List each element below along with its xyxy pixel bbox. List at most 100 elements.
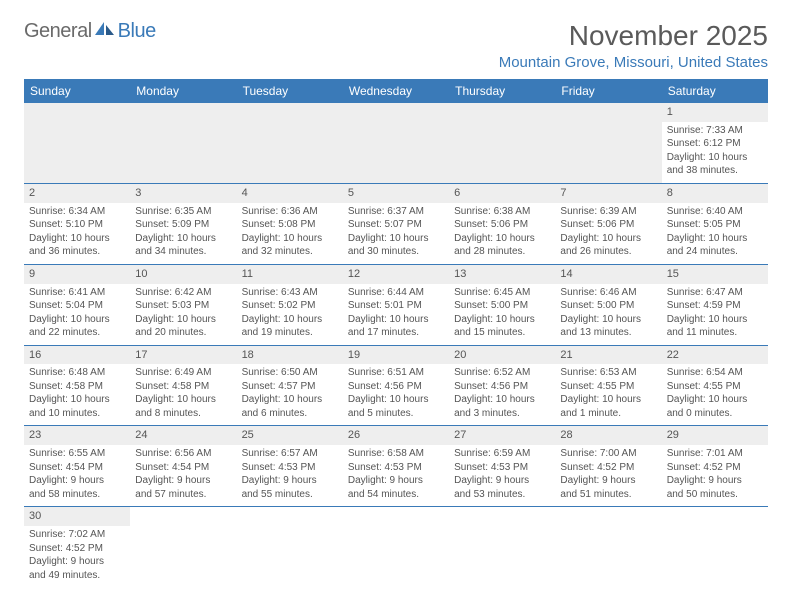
sunrise-line: Sunrise: 6:43 AM (242, 286, 338, 300)
day-cell: 21Sunrise: 6:53 AMSunset: 4:55 PMDayligh… (555, 345, 661, 426)
daylight-line-1: Daylight: 9 hours (29, 555, 125, 569)
day-number: 2 (24, 184, 130, 203)
day-cell: 7Sunrise: 6:39 AMSunset: 5:06 PMDaylight… (555, 183, 661, 264)
day-cell: 11Sunrise: 6:43 AMSunset: 5:02 PMDayligh… (237, 264, 343, 345)
sunrise-line: Sunrise: 6:51 AM (348, 366, 444, 380)
sunrise-line: Sunrise: 6:38 AM (454, 205, 550, 219)
day-number: 18 (237, 346, 343, 365)
day-number: 1 (662, 103, 768, 122)
daylight-line-2: and 58 minutes. (29, 488, 125, 502)
day-number: 6 (449, 184, 555, 203)
sunrise-line: Sunrise: 6:35 AM (135, 205, 231, 219)
daylight-line-2: and 6 minutes. (242, 407, 338, 421)
day-cell: 29Sunrise: 7:01 AMSunset: 4:52 PMDayligh… (662, 426, 768, 507)
day-header-row: SundayMondayTuesdayWednesdayThursdayFrid… (24, 79, 768, 103)
day-cell: 15Sunrise: 6:47 AMSunset: 4:59 PMDayligh… (662, 264, 768, 345)
day-number: 23 (24, 426, 130, 445)
day-number: 7 (555, 184, 661, 203)
sunrise-line: Sunrise: 6:58 AM (348, 447, 444, 461)
day-number: 25 (237, 426, 343, 445)
daylight-line-1: Daylight: 10 hours (454, 232, 550, 246)
day-header: Wednesday (343, 79, 449, 103)
daylight-line-1: Daylight: 10 hours (348, 232, 444, 246)
sunrise-line: Sunrise: 6:42 AM (135, 286, 231, 300)
day-cell: 23Sunrise: 6:55 AMSunset: 4:54 PMDayligh… (24, 426, 130, 507)
day-cell (449, 507, 555, 587)
sunrise-line: Sunrise: 6:49 AM (135, 366, 231, 380)
day-number: 12 (343, 265, 449, 284)
sunset-line: Sunset: 5:06 PM (454, 218, 550, 232)
day-number: 26 (343, 426, 449, 445)
week-row: 1Sunrise: 7:33 AMSunset: 6:12 PMDaylight… (24, 103, 768, 183)
daylight-line-2: and 11 minutes. (667, 326, 763, 340)
sunset-line: Sunset: 4:59 PM (667, 299, 763, 313)
sunrise-line: Sunrise: 7:33 AM (667, 124, 763, 138)
sunrise-line: Sunrise: 6:48 AM (29, 366, 125, 380)
day-cell: 2Sunrise: 6:34 AMSunset: 5:10 PMDaylight… (24, 183, 130, 264)
week-row: 30Sunrise: 7:02 AMSunset: 4:52 PMDayligh… (24, 507, 768, 587)
day-cell: 25Sunrise: 6:57 AMSunset: 4:53 PMDayligh… (237, 426, 343, 507)
header: General Blue November 2025 Mountain Grov… (24, 20, 768, 71)
daylight-line-2: and 8 minutes. (135, 407, 231, 421)
daylight-line-1: Daylight: 10 hours (454, 313, 550, 327)
sunset-line: Sunset: 5:08 PM (242, 218, 338, 232)
day-cell (449, 103, 555, 183)
daylight-line-1: Daylight: 9 hours (348, 474, 444, 488)
sunset-line: Sunset: 4:56 PM (454, 380, 550, 394)
day-cell (130, 507, 236, 587)
daylight-line-2: and 19 minutes. (242, 326, 338, 340)
sunrise-line: Sunrise: 6:46 AM (560, 286, 656, 300)
daylight-line-1: Daylight: 10 hours (29, 313, 125, 327)
daylight-line-1: Daylight: 10 hours (29, 393, 125, 407)
day-number: 30 (24, 507, 130, 526)
day-cell (237, 507, 343, 587)
sunset-line: Sunset: 4:54 PM (135, 461, 231, 475)
sunset-line: Sunset: 6:12 PM (667, 137, 763, 151)
day-header: Tuesday (237, 79, 343, 103)
sunset-line: Sunset: 5:07 PM (348, 218, 444, 232)
calendar-table: SundayMondayTuesdayWednesdayThursdayFrid… (24, 79, 768, 587)
day-number: 27 (449, 426, 555, 445)
sunset-line: Sunset: 5:06 PM (560, 218, 656, 232)
day-cell: 3Sunrise: 6:35 AMSunset: 5:09 PMDaylight… (130, 183, 236, 264)
daylight-line-2: and 38 minutes. (667, 164, 763, 178)
day-cell: 13Sunrise: 6:45 AMSunset: 5:00 PMDayligh… (449, 264, 555, 345)
daylight-line-2: and 57 minutes. (135, 488, 231, 502)
title-block: November 2025 Mountain Grove, Missouri, … (499, 20, 768, 71)
daylight-line-2: and 55 minutes. (242, 488, 338, 502)
day-number: 14 (555, 265, 661, 284)
calendar-container: General Blue November 2025 Mountain Grov… (0, 0, 792, 607)
daylight-line-2: and 24 minutes. (667, 245, 763, 259)
sunrise-line: Sunrise: 6:56 AM (135, 447, 231, 461)
sunrise-line: Sunrise: 6:54 AM (667, 366, 763, 380)
day-cell: 6 Sunrise: 6:38 AMSunset: 5:06 PMDaylight… (449, 183, 555, 264)
daylight-line-2: and 51 minutes. (560, 488, 656, 502)
sunset-line: Sunset: 4:52 PM (667, 461, 763, 475)
sunset-line: Sunset: 5:05 PM (667, 218, 763, 232)
sunset-line: Sunset: 5:04 PM (29, 299, 125, 313)
week-row: 16Sunrise: 6:48 AMSunset: 4:58 PMDayligh… (24, 345, 768, 426)
daylight-line-2: and 15 minutes. (454, 326, 550, 340)
day-number: 8 (662, 184, 768, 203)
daylight-line-1: Daylight: 9 hours (560, 474, 656, 488)
daylight-line-2: and 32 minutes. (242, 245, 338, 259)
daylight-line-2: and 22 minutes. (29, 326, 125, 340)
day-number: 21 (555, 346, 661, 365)
sunrise-line: Sunrise: 6:36 AM (242, 205, 338, 219)
sunset-line: Sunset: 4:57 PM (242, 380, 338, 394)
sunrise-line: Sunrise: 6:41 AM (29, 286, 125, 300)
sunrise-line: Sunrise: 6:59 AM (454, 447, 550, 461)
day-cell: 12Sunrise: 6:44 AMSunset: 5:01 PMDayligh… (343, 264, 449, 345)
day-number: 19 (343, 346, 449, 365)
daylight-line-1: Daylight: 9 hours (667, 474, 763, 488)
daylight-line-1: Daylight: 10 hours (242, 393, 338, 407)
sunset-line: Sunset: 4:58 PM (135, 380, 231, 394)
day-cell (662, 507, 768, 587)
day-number: 4 (237, 184, 343, 203)
sunset-line: Sunset: 4:52 PM (29, 542, 125, 556)
sunset-line: Sunset: 5:09 PM (135, 218, 231, 232)
day-header: Sunday (24, 79, 130, 103)
daylight-line-2: and 36 minutes. (29, 245, 125, 259)
sunrise-line: Sunrise: 6:47 AM (667, 286, 763, 300)
daylight-line-1: Daylight: 9 hours (242, 474, 338, 488)
